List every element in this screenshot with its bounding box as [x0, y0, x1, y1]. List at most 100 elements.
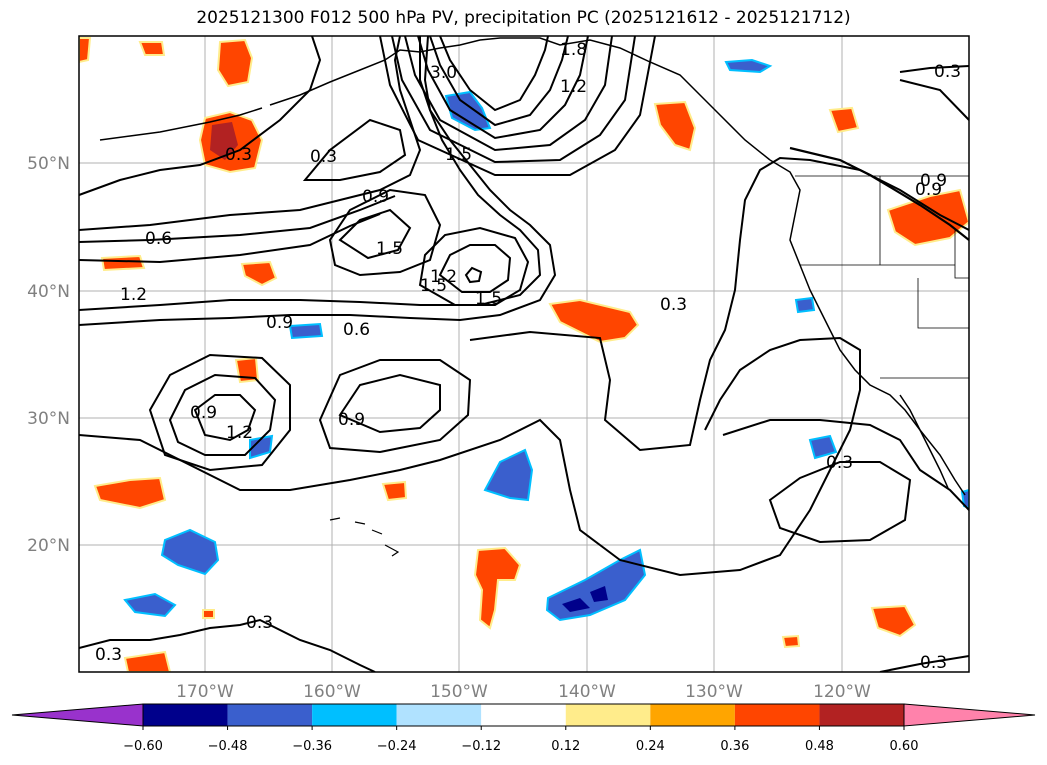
lon-label: 140°W — [558, 682, 616, 702]
precip-blob-10 — [548, 298, 640, 344]
lat-label: 50°N — [27, 154, 70, 174]
contour-1.5-a — [338, 208, 412, 260]
contour-label: 0.3 — [310, 147, 337, 167]
contour-label: 0.3 — [95, 645, 122, 665]
coast-baja — [899, 394, 949, 489]
precip-neg-4 — [249, 434, 274, 460]
colorbar-tick-label: −0.36 — [292, 739, 332, 754]
contour-labels: 0.3 0.3 1.5 1.5 1.5 1.5 0.9 0.9 0.9 0.9 … — [95, 40, 961, 673]
contour-se — [722, 419, 969, 511]
contour-ne-2 — [899, 79, 969, 121]
colorbar-segment — [819, 704, 904, 726]
contour-label: 1.5 — [445, 145, 472, 165]
precip-negative — [123, 58, 969, 622]
precip-blob-16 — [123, 650, 172, 672]
precip-blob-13 — [828, 106, 860, 134]
precip-blob-5 — [100, 254, 146, 272]
contour-jet-4 — [404, 36, 613, 152]
colorbar-tick-label: −0.12 — [461, 739, 501, 754]
contour-front — [789, 146, 969, 241]
contour-jet-6 — [379, 36, 656, 176]
contour-label: 1.2 — [226, 423, 253, 443]
contour-label: 0.3 — [826, 453, 853, 473]
precip-blob-18 — [202, 609, 215, 619]
colorbar-segment — [565, 704, 651, 726]
precip-blob-9 — [381, 480, 408, 502]
coast-westcoast — [769, 159, 966, 496]
contour-sw — [79, 618, 376, 672]
contour-label: 0.3 — [246, 613, 273, 633]
contour-label: 1.5 — [475, 289, 502, 309]
contour-label: 0.9 — [338, 410, 365, 430]
contour-label: 0.9 — [920, 171, 947, 191]
contour-mid-2 — [318, 359, 472, 454]
lat-label: 40°N — [27, 282, 70, 302]
colorbar-tick-label: 0.60 — [890, 739, 919, 754]
contour-0.6-a — [79, 195, 396, 243]
precip-neg-3 — [288, 322, 324, 340]
contour-label: 1.2 — [430, 267, 457, 287]
contour-label: 0.3 — [920, 653, 947, 673]
contour-label: 1.8 — [560, 40, 587, 60]
contour-lower-1 — [469, 156, 969, 452]
contour-se-bottom — [879, 655, 969, 672]
contour-lower-2 — [79, 336, 861, 577]
contour-0.9-b — [328, 188, 442, 277]
lon-label: 130°W — [685, 682, 743, 702]
colorbar-extend-high — [903, 703, 1036, 727]
precip-blob-8 — [93, 476, 167, 510]
contour-1.5-b — [438, 244, 512, 293]
colorbar-tick-label: 0.12 — [551, 739, 580, 754]
colorbar-tick-label: −0.48 — [208, 739, 248, 754]
precip-blob-2 — [216, 38, 254, 88]
precip-blob-17 — [781, 634, 801, 649]
lon-label: 160°W — [303, 682, 361, 702]
precip-blob-6 — [240, 260, 278, 287]
contour-label: 3.0 — [430, 63, 457, 83]
contour-eddy-2 — [168, 373, 277, 456]
precip-blob-12 — [653, 100, 697, 152]
colorbar-segment — [227, 704, 313, 726]
contour-1.2-b — [418, 226, 530, 306]
contour-eddy-1 — [193, 394, 257, 442]
precip-core-1 — [210, 122, 238, 160]
colorbar-segment — [312, 704, 397, 726]
precip-neg-1 — [444, 90, 492, 132]
lon-labels: 170°W 160°W 150°W 140°W 130°W 120°W — [176, 682, 871, 702]
precip-neg-6 — [160, 528, 220, 576]
lon-label: 120°W — [813, 682, 871, 702]
colorbar-segment — [650, 704, 735, 726]
contour-label: 1.2 — [560, 77, 587, 97]
contour-label: 0.6 — [343, 320, 370, 340]
precip-blob-11 — [473, 546, 522, 630]
precip-blob-4 — [138, 41, 166, 56]
coast-alaska — [269, 37, 771, 161]
colorbar-extend-low — [11, 703, 144, 727]
colorbar-segment — [734, 704, 820, 726]
colorbar-segments — [142, 703, 905, 727]
islands-hawaii — [329, 517, 400, 557]
colorbar-tick-label: 0.24 — [636, 739, 665, 754]
precip-neg-9 — [808, 434, 838, 460]
colorbar-tick-label: −0.24 — [377, 739, 417, 754]
colorbar: −0.60 −0.48 −0.36 −0.24 −0.12 0.12 0.24 0.36 0.4… — [11, 703, 1036, 754]
contour-mid — [338, 373, 441, 434]
lon-label: 150°W — [430, 682, 488, 702]
contour-se-2 — [768, 461, 912, 544]
colorbar-segment — [396, 704, 482, 726]
precip-neg-2 — [724, 58, 773, 74]
precip-neg-10 — [794, 296, 816, 314]
lat-label: 30°N — [27, 409, 70, 429]
coast-aleutians — [99, 107, 263, 141]
colorbar-segment — [481, 704, 566, 726]
contour-label: 1.2 — [120, 285, 147, 305]
precip-neg-5 — [483, 448, 534, 502]
colorbar-tick-label: 0.36 — [720, 739, 749, 754]
precip-blob-3 — [79, 37, 92, 64]
contour-label: 0.9 — [362, 187, 389, 207]
precip-neg-7 — [123, 592, 177, 618]
contour-label: 0.3 — [225, 145, 252, 165]
contour-jet-1 — [439, 36, 549, 112]
contour-max — [464, 266, 483, 284]
